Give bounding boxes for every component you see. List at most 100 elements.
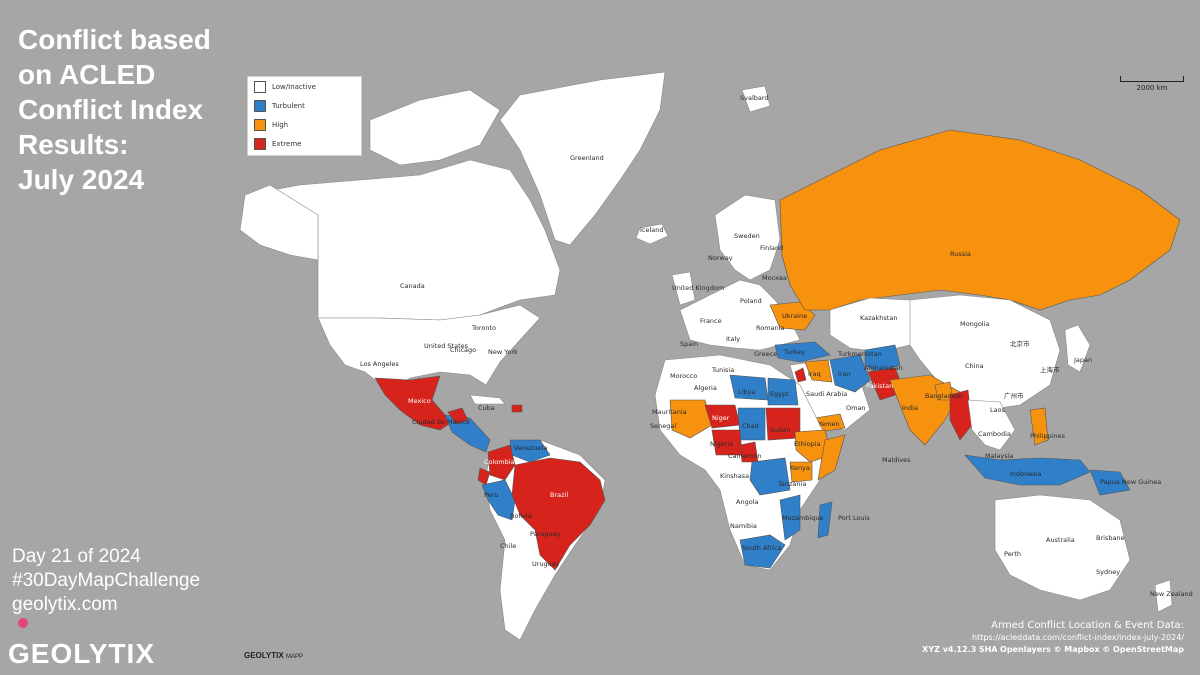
map-label: Mozambique: [782, 514, 824, 522]
brazil: [511, 457, 606, 571]
map-label: Chicago: [450, 346, 476, 354]
uk: [671, 271, 696, 306]
iran: [829, 354, 871, 393]
scale-bar-line: [1120, 76, 1184, 82]
credit-sha[interactable]: SHA: [978, 645, 998, 654]
credit-xyz[interactable]: XYZ v4.12.3: [922, 645, 977, 654]
map-label: Cuba: [478, 404, 495, 412]
map-label: Maldives: [882, 456, 911, 464]
hashtag-label: #30DayMapChallenge: [12, 570, 201, 591]
site-link[interactable]: geolytix.com: [12, 594, 118, 615]
map-label: Kazakhstan: [860, 314, 897, 322]
map-label: Iran: [838, 370, 851, 378]
map-label: India: [902, 404, 918, 412]
map-label: Poland: [740, 297, 762, 305]
legend-item-high: High: [248, 115, 361, 134]
peru: [481, 479, 516, 521]
map-label: Tanzania: [777, 480, 806, 488]
map-label: Morocco: [670, 372, 697, 380]
attribution-url[interactable]: https://acleddata.com/conflict-index/ind…: [972, 633, 1184, 642]
map-label: Senegal: [650, 422, 676, 430]
credit-openlayers[interactable]: Openlayers: [1000, 645, 1051, 654]
title-line: Conflict Index: [18, 94, 204, 125]
legend-swatch: [254, 99, 266, 112]
legend-item-low: Low/Inactive: [248, 77, 361, 96]
title-line: on ACLED: [18, 59, 156, 90]
guatemala-honduras: [447, 407, 469, 425]
legend-item-turbulent: Turbulent: [248, 96, 361, 115]
map-labels: Greenland Svalbard Iceland Canada United…: [360, 94, 1193, 598]
map-label: Afghanistan: [864, 364, 903, 372]
map-label: Port Louis: [838, 514, 870, 522]
colombia: [487, 444, 516, 481]
kenya: [789, 461, 813, 483]
map-label: United States: [424, 342, 469, 350]
map-label: Brisbane: [1096, 534, 1125, 542]
madagascar: [817, 501, 833, 539]
attribution: Armed Conflict Location & Event Data: ht…: [922, 620, 1184, 656]
legend-label: Low/Inactive: [272, 82, 316, 91]
legend-label: Extreme: [272, 139, 302, 148]
scale-bar-label: 2000 km: [1136, 84, 1168, 92]
central-america: [444, 414, 491, 453]
arctic-islands: [369, 89, 501, 166]
map-label: Yemen: [817, 420, 840, 428]
map-label: Bangladesh: [925, 392, 963, 400]
map-label: Ethiopia: [794, 440, 820, 448]
map-label: Namibia: [730, 522, 757, 530]
credit-mapbox[interactable]: © Mapbox: [1053, 645, 1100, 654]
map-label: Bolivia: [510, 512, 532, 520]
south-africa: [739, 534, 786, 569]
svalbard: [741, 85, 771, 113]
alaska: [239, 184, 319, 261]
mapp-suffix: MAPP: [285, 654, 303, 660]
ukraine: [769, 301, 816, 331]
map-label: Oman: [846, 404, 866, 412]
map-label: Papua New Guinea: [1100, 478, 1161, 486]
chad: [737, 407, 766, 441]
map-label: Mauritania: [652, 408, 687, 416]
map-label: 广州市: [1004, 391, 1024, 400]
map-label: Mongolia: [960, 320, 989, 328]
map-label: Russia: [950, 250, 971, 258]
map-label: Kenya: [790, 464, 810, 472]
egypt: [767, 377, 799, 406]
map-label: Peru: [484, 491, 498, 499]
china-mongolia: [909, 294, 1061, 411]
map-label: Angola: [736, 498, 758, 506]
credit-osm[interactable]: © OpenStreetMap: [1102, 645, 1184, 654]
mozambique: [779, 494, 801, 541]
map-label: France: [700, 317, 722, 325]
map-label: Ukraine: [782, 312, 807, 320]
philippines: [1029, 407, 1049, 446]
map-label: Iceland: [640, 226, 664, 234]
mapp-badge: GEOLYTIX MAPP: [244, 651, 303, 660]
map-label: Finland: [760, 244, 783, 252]
legend: Low/Inactive Turbulent High Extreme: [247, 76, 362, 156]
map-label: Chile: [500, 542, 516, 550]
map-label: Pakistan: [866, 382, 893, 390]
map-label: Cambodia: [978, 430, 1011, 438]
legend-label: Turbulent: [272, 101, 305, 110]
map-label: Nigeria: [710, 440, 733, 448]
map-label: Greenland: [570, 154, 604, 162]
map-label: Malaysia: [985, 452, 1013, 460]
map-label: Sydney: [1096, 568, 1120, 576]
map-label: New York: [488, 348, 518, 356]
legend-swatch: [254, 137, 266, 150]
map-label: New Zealand: [1150, 590, 1193, 598]
map-label: Canada: [400, 282, 425, 290]
map-label: Uruguay: [532, 560, 560, 568]
indonesia: [964, 454, 1091, 486]
attribution-title: Armed Conflict Location & Event Data:: [991, 620, 1184, 631]
map-label: Spain: [680, 340, 698, 348]
legend-swatch: [254, 80, 266, 93]
map-label: Sudan: [770, 426, 790, 434]
map-label: Mexico: [408, 397, 431, 405]
footer-info: Day 21 of 2024 #30DayMapChallenge geolyt…: [12, 545, 201, 628]
map-label: Egypt: [770, 390, 789, 398]
canada: [244, 159, 561, 321]
map-label: Laos: [990, 406, 1006, 414]
map-label: Los Angeles: [360, 360, 399, 368]
